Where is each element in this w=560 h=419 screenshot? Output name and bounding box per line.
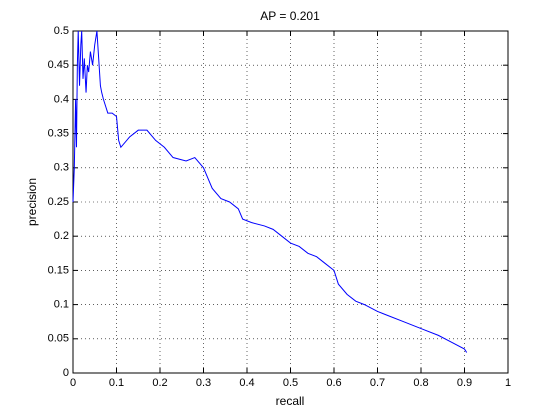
y-tick-label: 0.4	[54, 93, 69, 105]
y-tick-label: 0.05	[48, 333, 69, 345]
x-tick-label: 0.8	[413, 377, 428, 389]
y-tick-label: 0.3	[54, 162, 69, 174]
y-tick-label: 0.5	[54, 25, 69, 37]
x-axis-label: recall	[276, 394, 305, 408]
x-tick-label: 0.7	[370, 377, 385, 389]
y-tick-label: 0.45	[48, 59, 69, 71]
x-tick-label: 0.6	[326, 377, 341, 389]
x-tick-label: 0.9	[457, 377, 472, 389]
x-tick-label: 0	[70, 377, 76, 389]
x-tick-label: 0.1	[109, 377, 124, 389]
chart-title: AP = 0.201	[260, 9, 320, 23]
y-tick-label: 0.25	[48, 196, 69, 208]
x-tick-label: 0.5	[283, 377, 298, 389]
y-tick-label: 0.35	[48, 128, 69, 140]
y-axis-label: precision	[25, 178, 39, 226]
y-tick-label: 0.2	[54, 230, 69, 242]
y-tick-label: 0.1	[54, 299, 69, 311]
x-tick-label: 1	[505, 377, 511, 389]
x-tick-label: 0.4	[239, 377, 254, 389]
x-tick-label: 0.2	[152, 377, 167, 389]
pr-curve	[72, 30, 468, 353]
y-tick-label: 0.15	[48, 264, 69, 276]
y-tick-label: 0	[63, 367, 69, 379]
x-tick-label: 0.3	[196, 377, 211, 389]
